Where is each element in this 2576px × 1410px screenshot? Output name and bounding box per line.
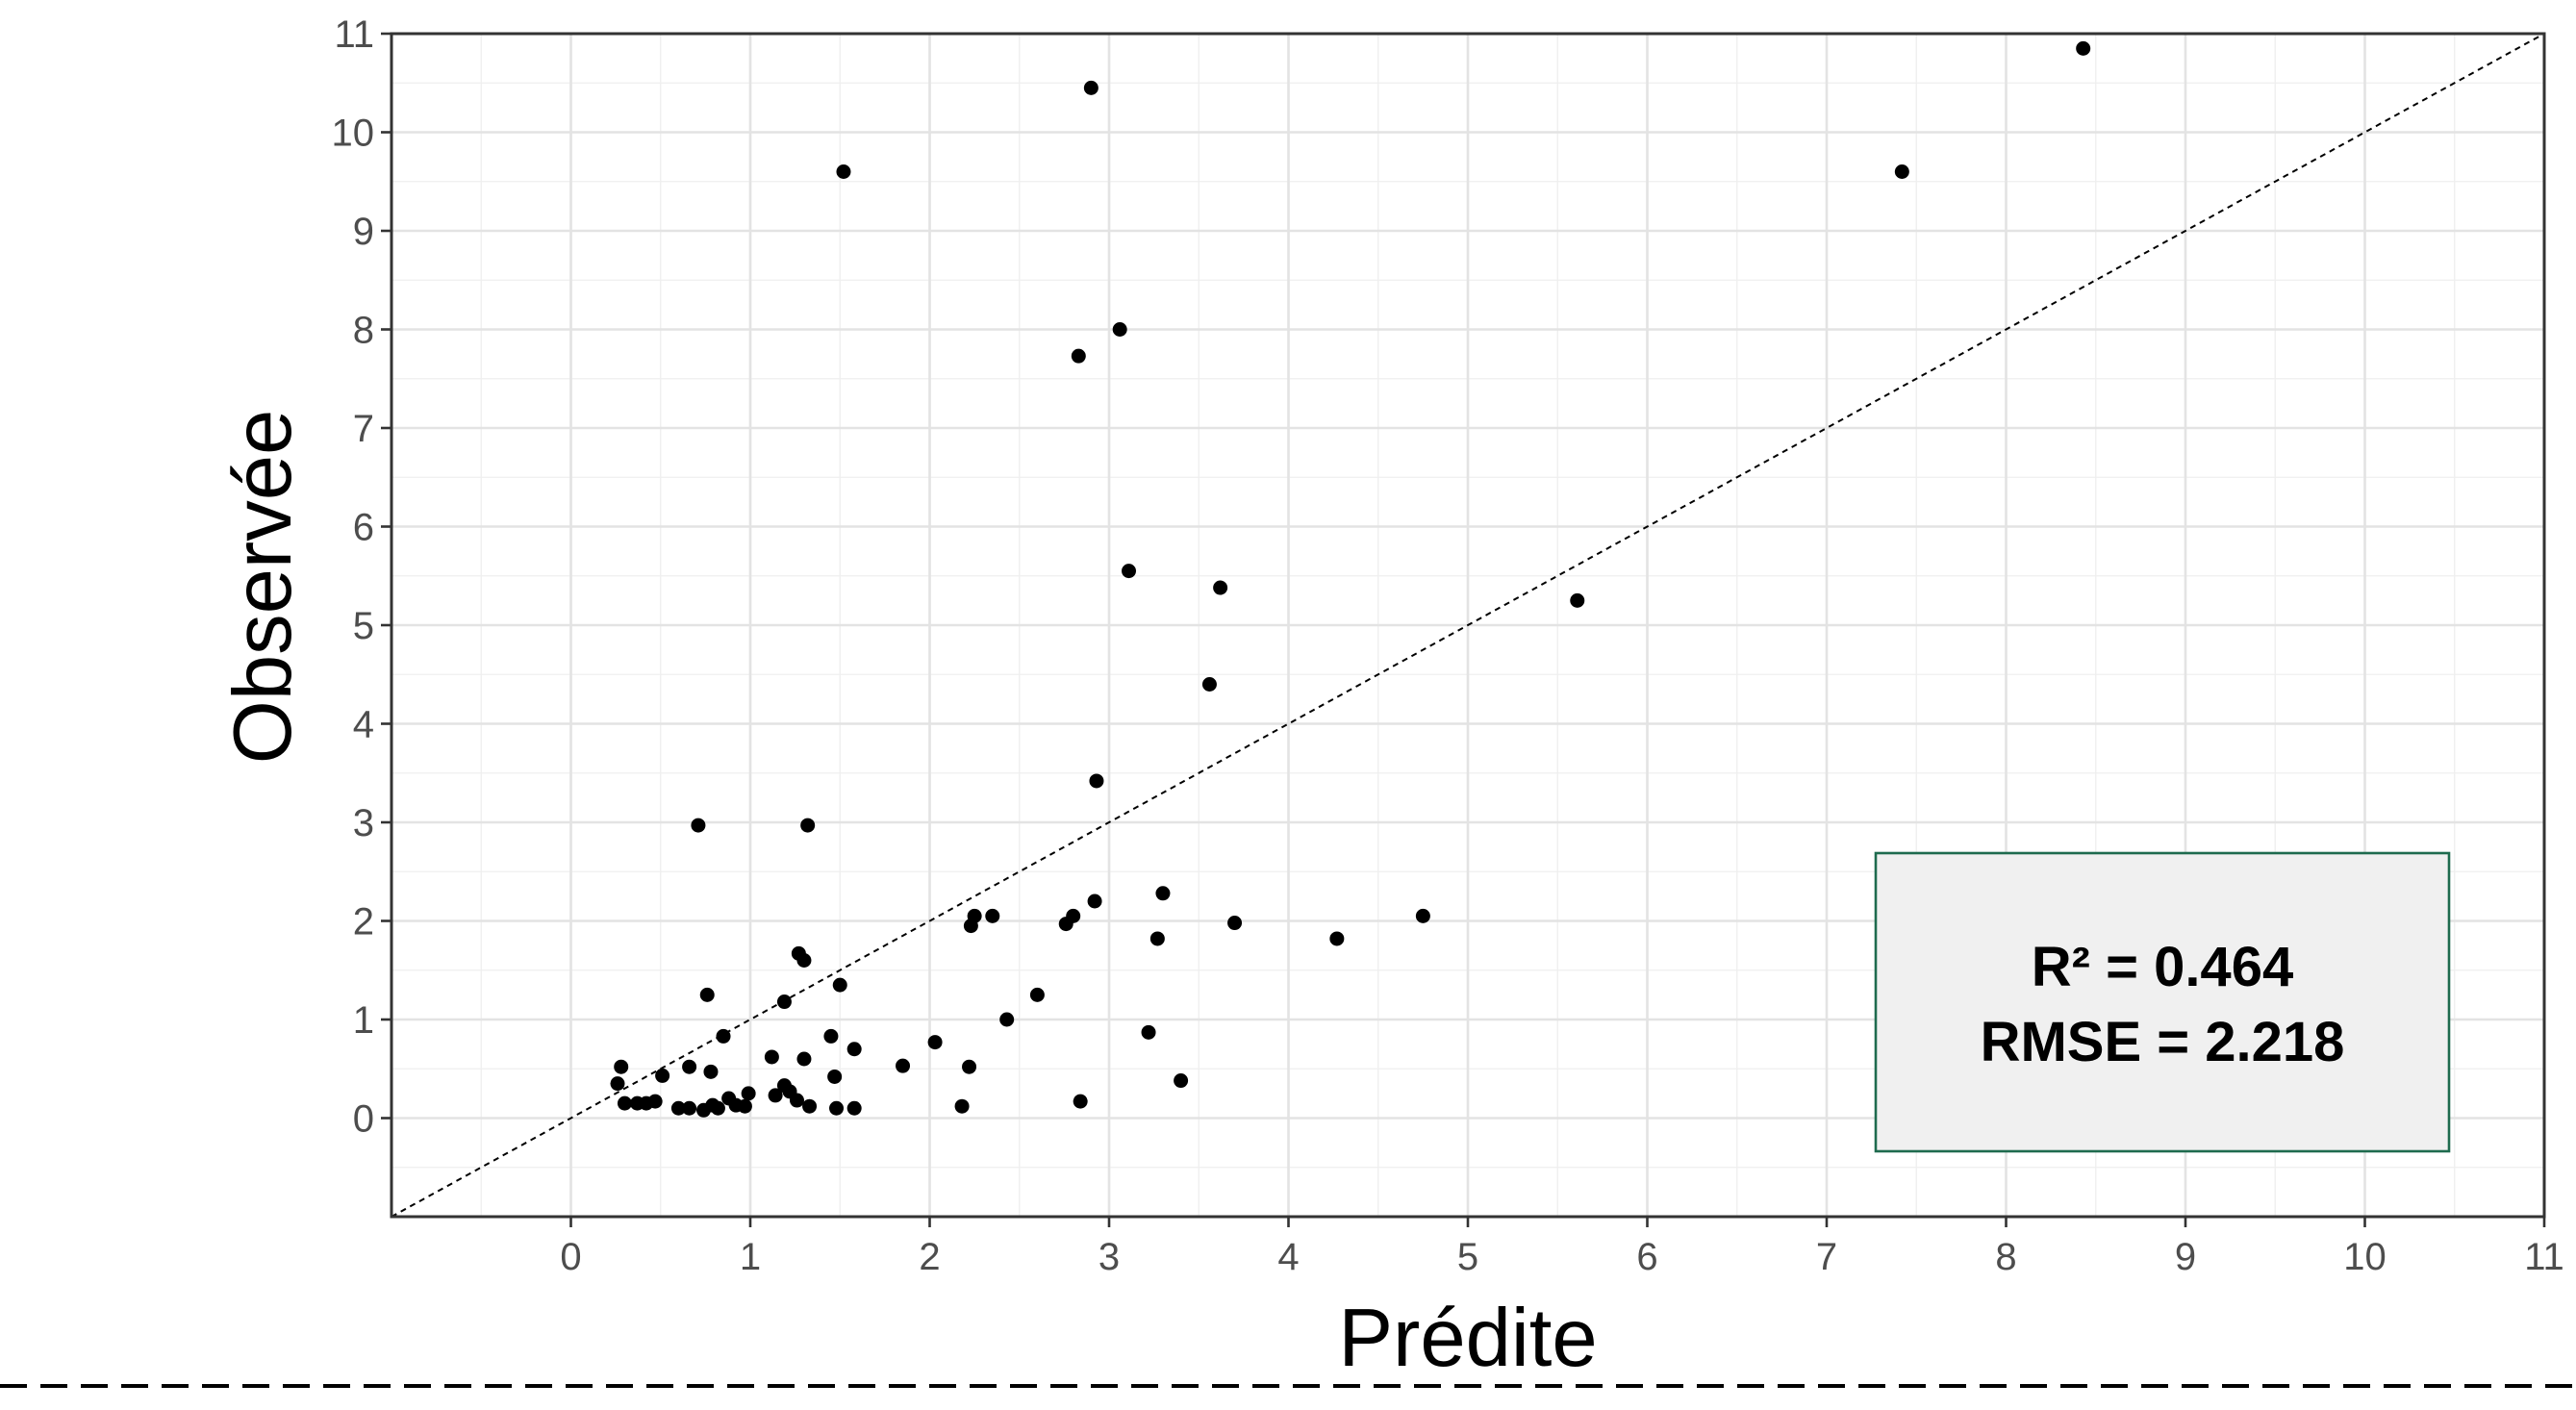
data-point	[705, 1097, 720, 1113]
rmse-label: RMSE = 2.218	[1981, 1011, 2345, 1073]
data-point	[1058, 917, 1073, 932]
x-tick-label: 11	[2524, 1236, 2564, 1278]
data-point	[647, 1094, 663, 1109]
data-point	[691, 818, 706, 833]
data-point	[1570, 592, 1585, 608]
data-point	[1415, 908, 1430, 923]
data-point	[682, 1059, 697, 1074]
x-tick-label: 4	[1277, 1236, 1299, 1278]
data-point	[896, 1058, 911, 1073]
x-tick-label: 3	[1099, 1236, 1120, 1278]
y-tick-label: 7	[353, 408, 374, 450]
x-axis-title: Prédite	[1338, 1293, 1597, 1384]
data-point	[1083, 80, 1099, 95]
data-point	[1149, 931, 1165, 946]
data-point	[682, 1100, 697, 1116]
y-tick-label: 6	[353, 507, 374, 549]
data-point	[1201, 677, 1217, 692]
data-point	[800, 818, 816, 833]
x-tick-label: 8	[1995, 1236, 2016, 1278]
y-tick-label: 10	[332, 113, 375, 155]
data-point	[1029, 987, 1045, 1002]
data-point	[836, 164, 851, 179]
y-axis-title: Observée	[217, 410, 309, 765]
x-tick-label: 5	[1457, 1236, 1478, 1278]
x-tick-label: 9	[2175, 1236, 2196, 1278]
y-tick-label: 5	[353, 605, 374, 647]
data-point	[776, 995, 792, 1010]
x-tick-label: 6	[1636, 1236, 1657, 1278]
data-point	[1155, 886, 1171, 901]
data-point	[999, 1012, 1015, 1027]
data-point	[1894, 164, 1909, 179]
data-point	[832, 977, 847, 993]
r-squared-label: R² = 0.464	[2032, 936, 2293, 998]
data-point	[963, 919, 978, 934]
data-point	[1213, 580, 1228, 595]
data-points	[610, 40, 2091, 1118]
data-point	[823, 1028, 839, 1044]
data-point	[846, 1100, 862, 1116]
data-point	[716, 1028, 731, 1044]
data-point	[846, 1042, 862, 1057]
data-point	[1122, 564, 1137, 579]
y-tick-label: 1	[353, 999, 374, 1042]
data-point	[1089, 773, 1104, 789]
data-point	[764, 1049, 779, 1065]
x-tick-label: 7	[1816, 1236, 1837, 1278]
data-point	[1141, 1024, 1156, 1040]
data-point	[1329, 931, 1345, 946]
data-point	[670, 1100, 686, 1116]
x-tick-label: 0	[560, 1236, 581, 1278]
y-tick-label: 8	[353, 310, 374, 352]
data-point	[829, 1100, 845, 1116]
data-point	[617, 1095, 632, 1111]
y-tick-label: 3	[353, 802, 374, 844]
data-point	[703, 1064, 719, 1079]
data-point	[610, 1076, 625, 1092]
data-point	[1087, 894, 1102, 909]
data-point	[737, 1098, 752, 1114]
y-tick-label: 11	[334, 13, 374, 56]
stats-annotation: R² = 0.464 RMSE = 2.218	[1874, 851, 2451, 1153]
data-point	[655, 1068, 670, 1083]
stats-box	[1874, 851, 2451, 1153]
data-point	[927, 1035, 943, 1050]
data-point	[2076, 40, 2091, 56]
data-point	[796, 1051, 812, 1067]
data-point	[827, 1069, 843, 1084]
axis-ticks: 0 1 2 3 4 5 6 7 8 9 10 11 0 1 2 3 4 5 6 7 8 9 10 11	[332, 13, 2564, 1278]
data-point	[962, 1059, 977, 1074]
data-point	[768, 1088, 783, 1103]
data-point	[796, 953, 812, 968]
data-point	[985, 908, 1000, 923]
x-tick-label: 10	[2343, 1236, 2387, 1278]
y-tick-label: 2	[353, 901, 374, 944]
x-tick-label: 1	[740, 1236, 761, 1278]
data-point	[1227, 916, 1243, 931]
y-tick-label: 4	[353, 704, 374, 746]
data-point	[1174, 1073, 1189, 1089]
data-point	[1112, 322, 1127, 337]
x-tick-label: 2	[919, 1236, 940, 1278]
data-point	[699, 987, 715, 1002]
data-point	[1073, 1094, 1088, 1109]
data-point	[954, 1098, 970, 1114]
y-tick-label: 0	[353, 1098, 374, 1141]
identity-reference-line	[391, 33, 2545, 1218]
data-point	[1071, 348, 1086, 364]
data-point	[614, 1059, 629, 1074]
data-point	[741, 1086, 756, 1101]
data-point	[789, 1093, 804, 1108]
data-point	[802, 1098, 818, 1114]
y-tick-label: 9	[353, 211, 374, 253]
